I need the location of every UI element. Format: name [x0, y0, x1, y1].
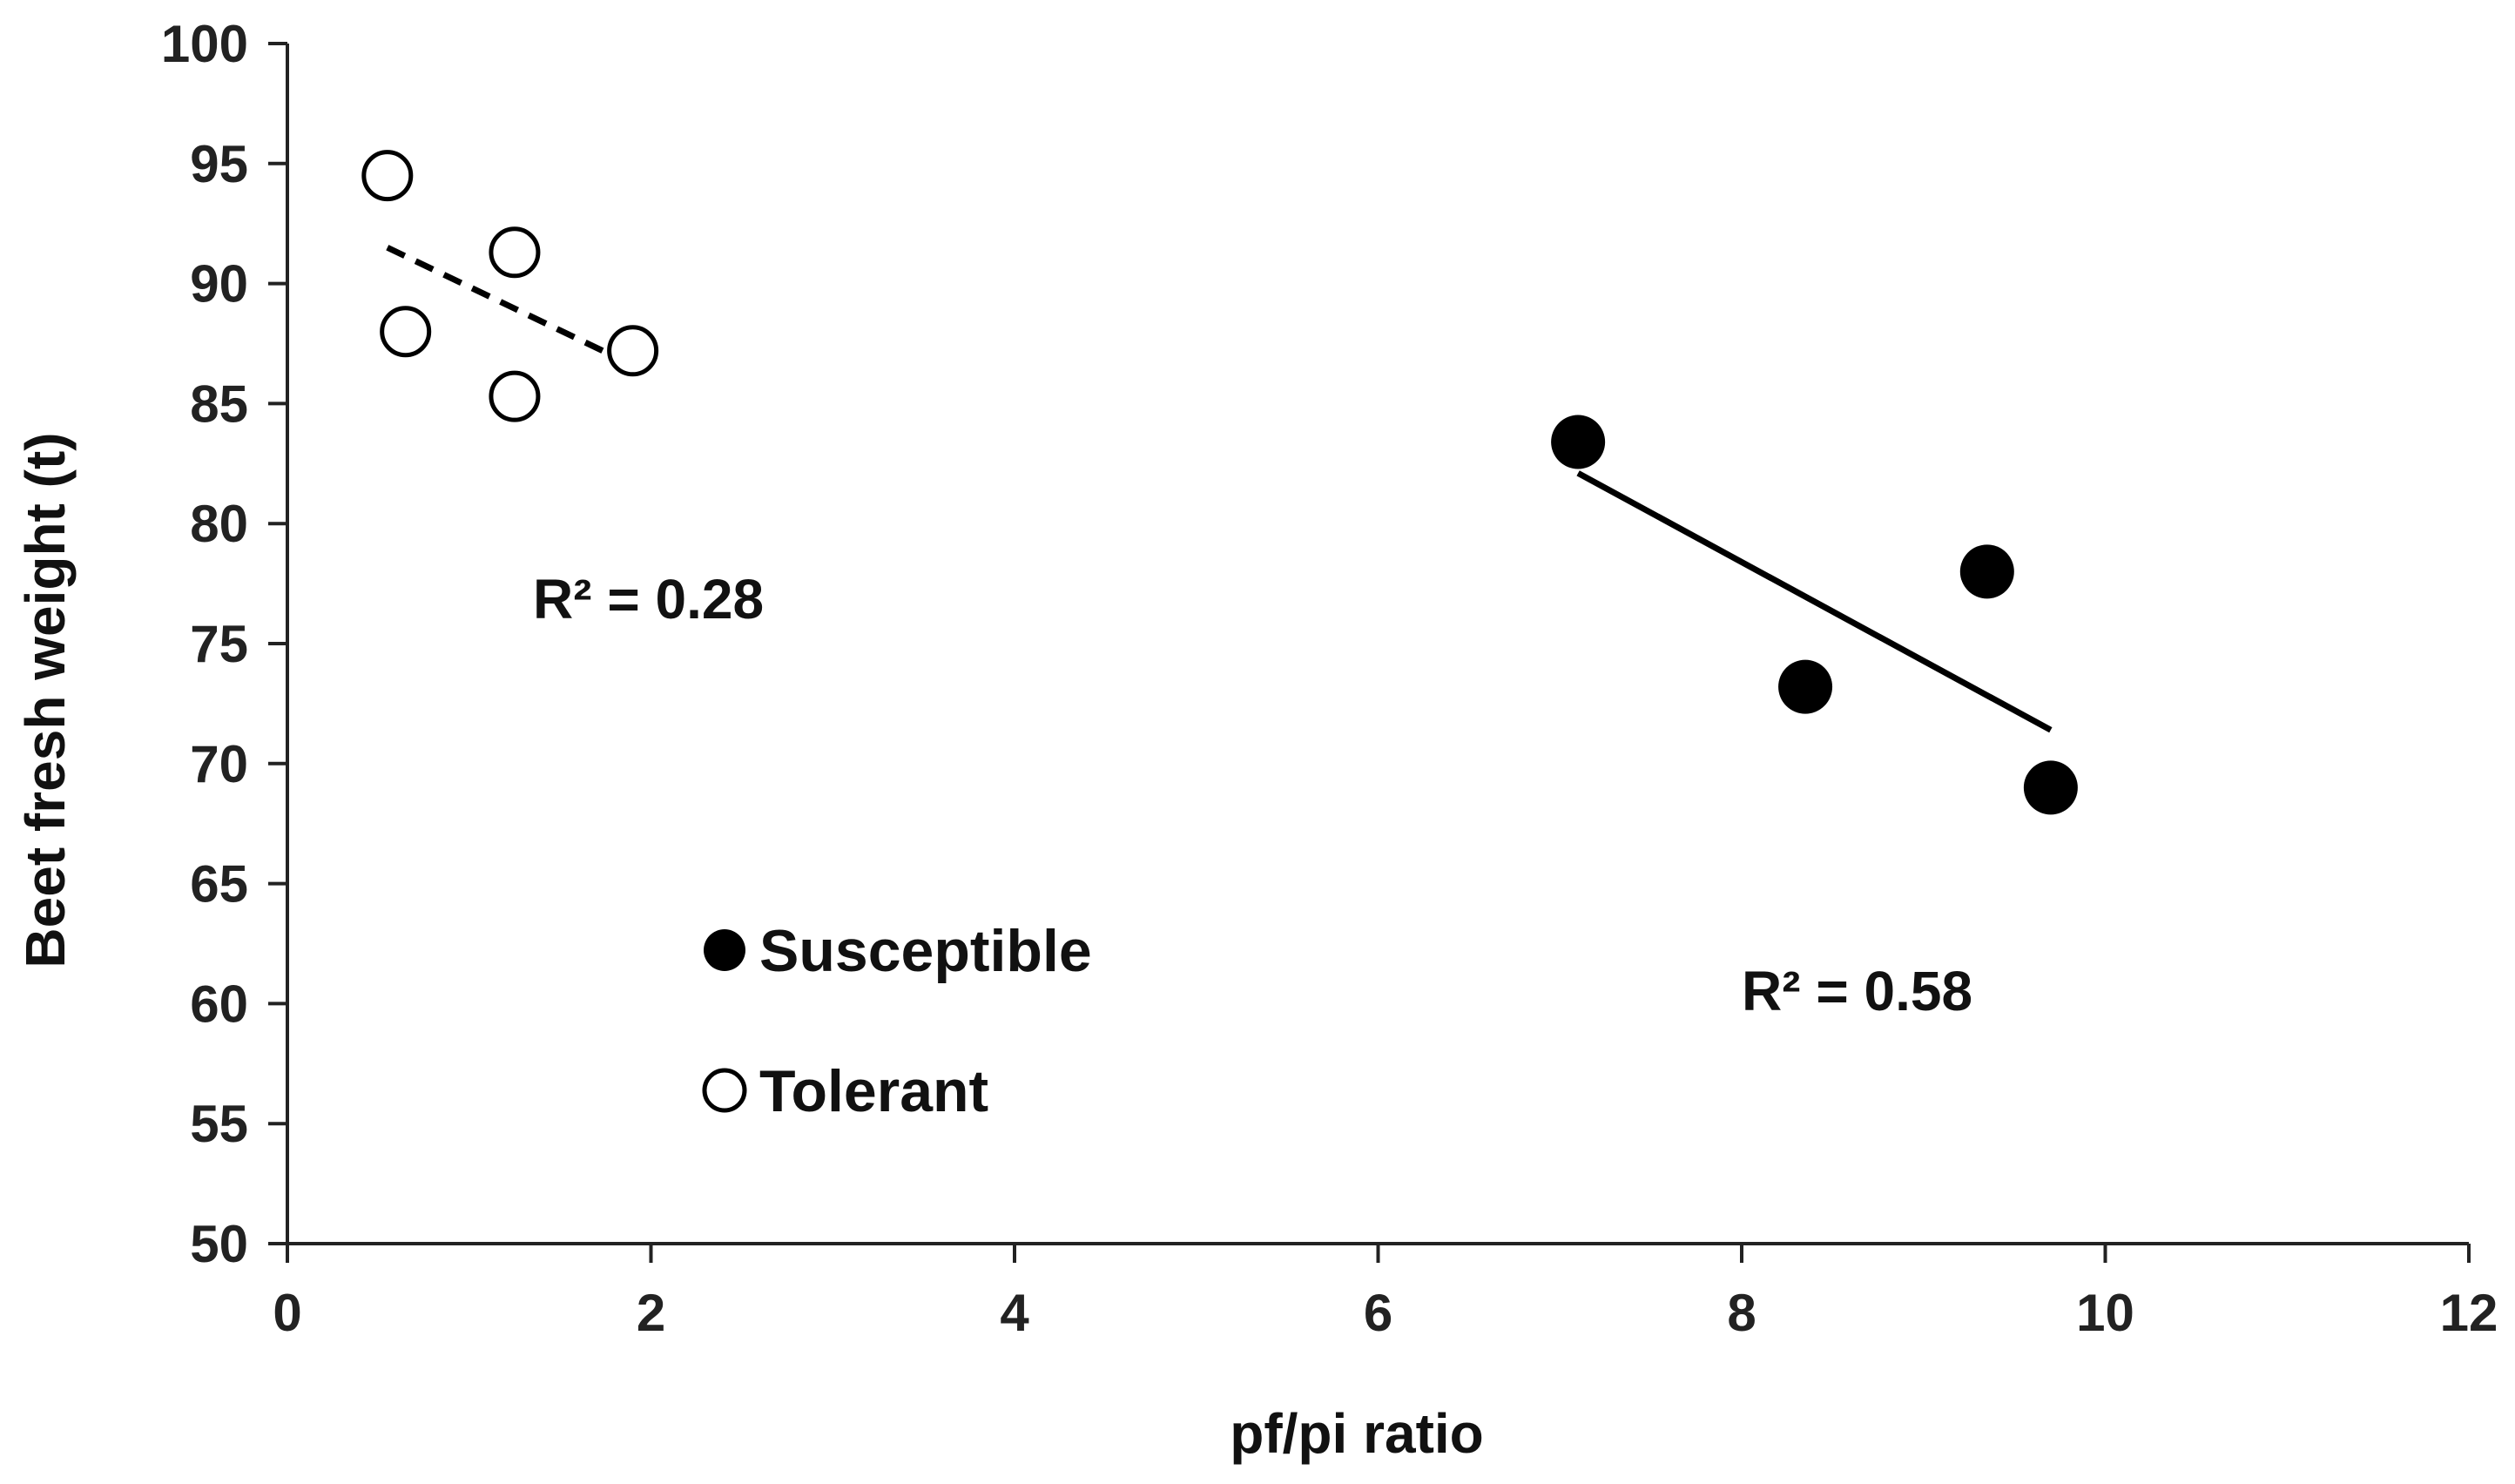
trendline-susceptible	[1576, 470, 2053, 733]
x-axis-ticks: 0 2 4 6 8 10 12	[273, 1244, 2498, 1342]
x-tick-label: 12	[2440, 1284, 2498, 1342]
y-tick-label: 70	[190, 735, 248, 793]
data-point-susceptible	[1778, 659, 1833, 714]
x-tick-label: 0	[273, 1284, 301, 1342]
legend-marker-tolerant	[702, 1068, 747, 1113]
x-tick-label: 6	[1364, 1284, 1392, 1342]
data-point-tolerant	[361, 150, 414, 202]
legend: Susceptible Tolerant	[702, 918, 1092, 1124]
y-axis-ticks: 50 55 60 65 70 75 80 85 90 95 100	[161, 15, 287, 1273]
data-point-susceptible	[1959, 544, 2014, 599]
x-tick-label: 8	[1727, 1284, 1756, 1342]
data-point-susceptible	[1551, 415, 1606, 469]
data-point-tolerant	[607, 325, 659, 377]
r-squared-annotations: R² = 0.28 R² = 0.58	[533, 568, 1972, 1022]
data-points	[361, 150, 2078, 815]
data-point-tolerant	[489, 226, 541, 279]
data-point-susceptible	[2023, 760, 2078, 815]
y-tick-label: 100	[161, 15, 248, 73]
legend-label-tolerant: Tolerant	[759, 1058, 988, 1124]
legend-label-susceptible: Susceptible	[759, 918, 1092, 984]
y-tick-label: 60	[190, 975, 248, 1033]
y-tick-label: 75	[190, 615, 248, 673]
y-tick-label: 80	[190, 495, 248, 553]
trendline-tolerant	[386, 245, 635, 368]
x-tick-label: 10	[2076, 1284, 2134, 1342]
y-tick-label: 95	[190, 135, 248, 193]
legend-marker-susceptible	[704, 929, 745, 971]
axes	[286, 44, 2469, 1245]
x-axis-label: pf/pi ratio	[1230, 1402, 1484, 1465]
y-tick-label: 55	[190, 1095, 248, 1153]
x-tick-label: 2	[637, 1284, 665, 1342]
y-tick-label: 85	[190, 374, 248, 433]
data-point-tolerant	[380, 306, 432, 358]
r2-label-tolerant: R² = 0.28	[533, 568, 764, 631]
y-tick-label: 65	[190, 855, 248, 914]
y-tick-label: 50	[190, 1215, 248, 1273]
data-point-tolerant	[489, 370, 541, 422]
x-tick-label: 4	[1000, 1284, 1029, 1342]
y-axis-label: Beet fresh weight (t)	[14, 432, 77, 968]
r2-label-susceptible: R² = 0.58	[1742, 960, 1972, 1022]
trendlines	[386, 245, 2053, 733]
y-tick-label: 90	[190, 255, 248, 314]
